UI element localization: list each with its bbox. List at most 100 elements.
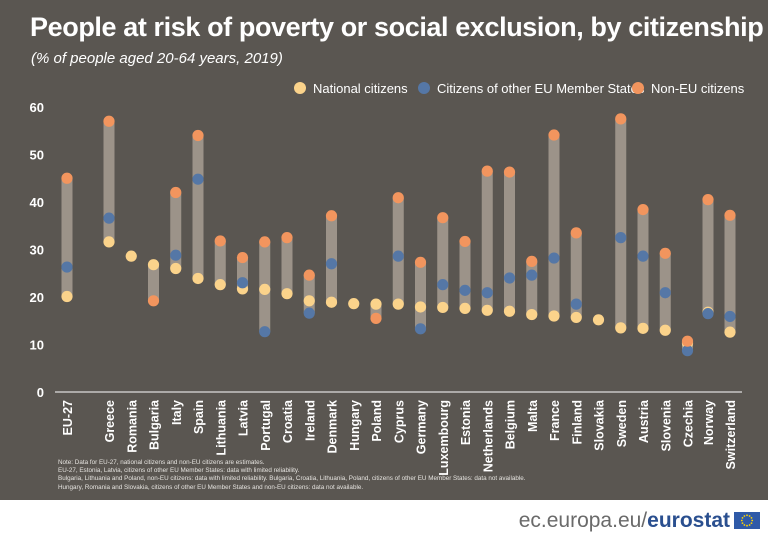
range-bar xyxy=(570,232,582,318)
non-eu-citizens-point xyxy=(548,129,560,141)
y-tick-label: 50 xyxy=(30,148,44,163)
national-citizens-point xyxy=(147,259,160,271)
x-tick-label: Greece xyxy=(103,400,117,442)
national-citizens-point xyxy=(459,302,471,314)
x-tick-label: Latvia xyxy=(237,399,251,436)
other-eu-citizens-point xyxy=(503,272,516,284)
other-eu-citizens-point xyxy=(481,287,493,299)
national-citizens-point xyxy=(259,283,271,295)
national-citizens-point xyxy=(481,304,493,316)
range-bar xyxy=(61,178,73,297)
note-line: Bulgaria, Lithuania and Poland, non-EU c… xyxy=(58,475,526,483)
footer: ec.europa.eu/eurostat xyxy=(0,500,768,543)
other-eu-citizens-point xyxy=(103,212,115,224)
non-eu-citizens-point xyxy=(392,192,404,204)
national-citizens-point xyxy=(192,272,204,285)
national-citizens-point xyxy=(437,301,449,314)
non-eu-citizens-point xyxy=(303,269,315,281)
non-eu-citizens-point xyxy=(459,235,471,248)
y-tick-label: 30 xyxy=(30,243,44,258)
x-tick-label: Germany xyxy=(415,400,429,454)
other-eu-citizens-point xyxy=(303,307,315,319)
non-eu-citizens-point xyxy=(659,247,671,259)
other-eu-citizens-point xyxy=(702,308,714,320)
y-tick-label: 10 xyxy=(30,338,44,353)
national-citizens-point xyxy=(637,322,649,334)
non-eu-citizens-point xyxy=(170,186,182,199)
range-bar xyxy=(481,171,493,311)
range-bar xyxy=(637,209,649,329)
range-bar xyxy=(526,261,538,315)
non-eu-citizens-point xyxy=(570,227,582,239)
x-tick-label: Finland xyxy=(570,400,584,444)
y-tick-label: 0 xyxy=(37,385,44,400)
y-tick-label: 60 xyxy=(30,100,44,115)
other-eu-citizens-point xyxy=(659,287,671,299)
non-eu-citizens-point xyxy=(192,129,204,142)
non-eu-citizens-point xyxy=(370,312,382,324)
non-eu-citizens-point xyxy=(503,166,516,178)
x-tick-label: Netherlands xyxy=(481,400,495,472)
non-eu-citizens-point xyxy=(61,172,73,184)
legend-national-citizens-label: National citizens xyxy=(313,81,408,96)
y-tick-label: 40 xyxy=(30,195,44,210)
non-eu-citizens-point xyxy=(481,165,493,177)
range-bar xyxy=(281,237,293,294)
source-url[interactable]: ec.europa.eu/eurostat xyxy=(519,509,730,533)
range-bar xyxy=(615,118,627,328)
non-eu-citizens-point xyxy=(281,232,293,244)
legend-non-eu-citizens-label: Non-EU citizens xyxy=(651,81,745,96)
x-tick-label: France xyxy=(548,400,562,441)
non-eu-citizens-point xyxy=(214,235,226,247)
x-tick-label: Ireland xyxy=(303,400,317,441)
range-bar xyxy=(702,199,714,314)
non-eu-citizens-point xyxy=(615,113,627,125)
national-citizens-point xyxy=(303,295,315,307)
non-eu-citizens-point xyxy=(103,115,115,127)
national-citizens-point xyxy=(103,236,115,248)
x-tick-label: Hungary xyxy=(348,400,362,451)
x-tick-label: Portugal xyxy=(259,400,273,451)
non-eu-citizens-point xyxy=(526,255,538,267)
non-eu-citizens-point xyxy=(325,210,338,222)
national-citizens-point xyxy=(414,301,427,313)
note-line: Hungary, Romania and Slovakia, citizens … xyxy=(58,483,364,491)
national-citizens-point xyxy=(348,298,360,310)
chart-title: People at risk of poverty or social excl… xyxy=(30,12,764,42)
range-bar xyxy=(192,135,204,279)
other-eu-citizens-point xyxy=(236,277,249,289)
x-tick-label: Spain xyxy=(192,400,206,434)
non-eu-citizens-point xyxy=(236,251,249,264)
x-tick-label: Sweden xyxy=(615,400,629,447)
other-eu-citizens-point xyxy=(437,279,449,291)
legend-other-eu-citizens-label: Citizens of other EU Member States xyxy=(437,81,645,96)
other-eu-citizens-point xyxy=(392,250,404,262)
national-citizens-point xyxy=(548,310,560,322)
source-brand: eurostat xyxy=(647,509,730,532)
range-bar xyxy=(237,257,248,289)
chart-subtitle: (% of people aged 20-64 years, 2019) xyxy=(31,50,283,67)
range-bar xyxy=(214,240,226,285)
non-eu-citizens-point xyxy=(702,194,714,206)
other-eu-citizens-point xyxy=(637,250,649,262)
other-eu-citizens-point xyxy=(724,310,736,323)
range-bar xyxy=(303,275,315,314)
x-tick-label: Romania xyxy=(125,399,139,453)
x-tick-label: Cyprus xyxy=(392,400,406,443)
non-eu-citizens-point xyxy=(147,295,160,307)
x-tick-label: Slovenia xyxy=(659,399,673,451)
range-bar xyxy=(170,192,182,269)
range-bar xyxy=(148,264,159,301)
note-line: Note: Data for EU-27, national citizens … xyxy=(58,459,265,466)
national-citizens-point xyxy=(392,298,404,310)
legend-non-eu-citizens-marker xyxy=(632,82,644,94)
other-eu-citizens-point xyxy=(570,298,582,310)
national-citizens-point xyxy=(325,296,338,308)
x-tick-label: Austria xyxy=(637,399,651,443)
range-bar xyxy=(415,262,426,329)
range-bar xyxy=(437,217,449,308)
dot-range-chart: 0 10 20 30 40 50 60 EU-27 Greece Romania Bulgaria I… xyxy=(30,81,745,476)
national-citizens-point xyxy=(214,279,226,291)
other-eu-citizens-point xyxy=(192,173,204,185)
non-eu-citizens-point xyxy=(637,204,649,216)
